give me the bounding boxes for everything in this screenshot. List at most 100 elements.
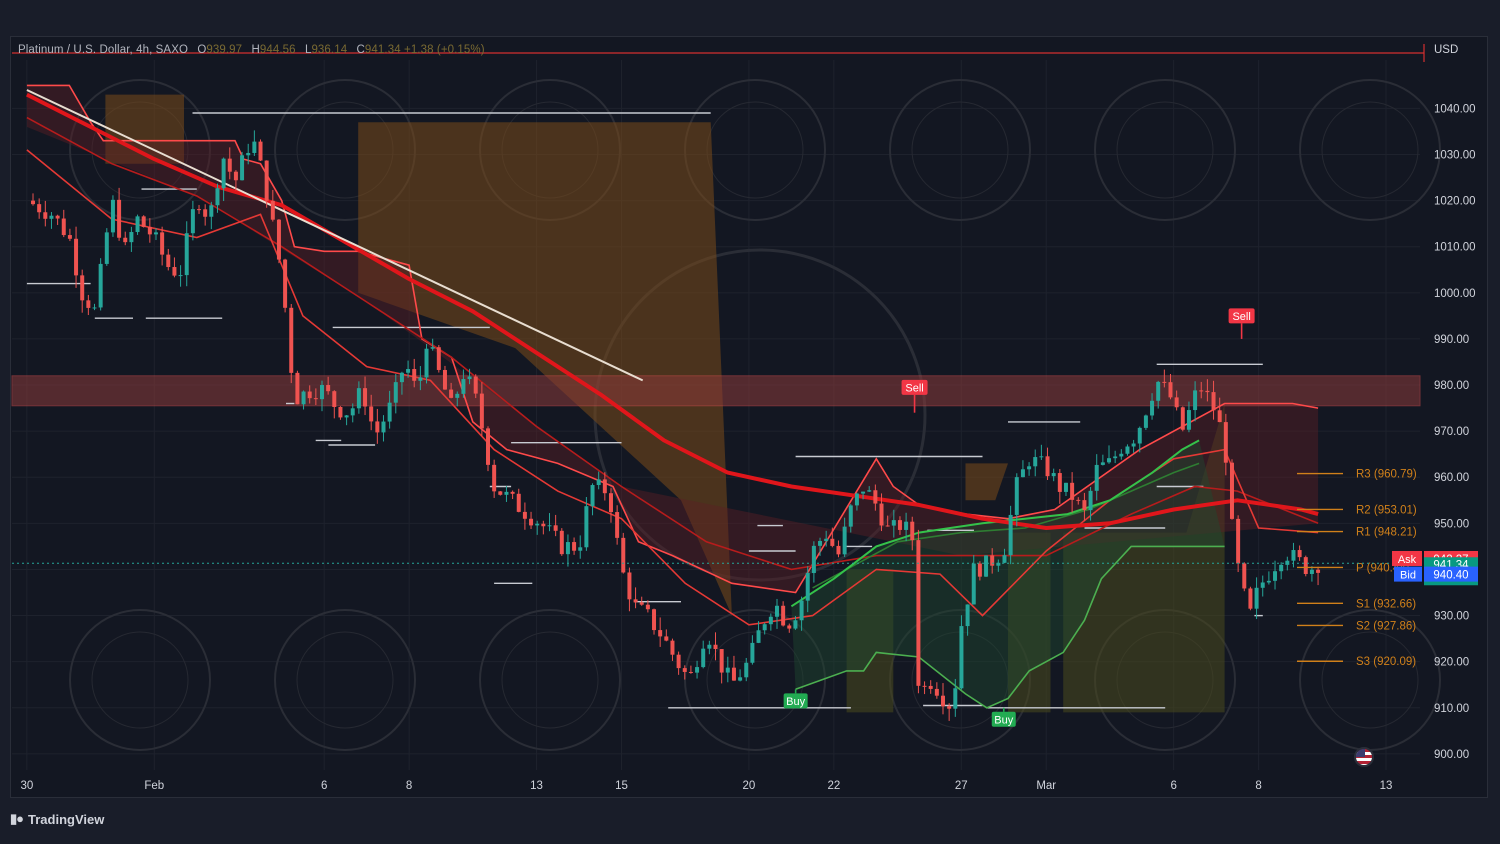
tradingview-logo[interactable]: ▮● TradingView bbox=[10, 811, 104, 827]
candle-body bbox=[375, 421, 380, 433]
candle-body bbox=[1303, 557, 1308, 574]
candle-body bbox=[190, 209, 195, 234]
sell-signal-badge[interactable] bbox=[901, 379, 928, 395]
sell-signal-badge[interactable] bbox=[1228, 308, 1255, 324]
candle-body bbox=[1291, 550, 1296, 561]
candle-body bbox=[49, 215, 54, 219]
watermark-circle bbox=[479, 609, 621, 751]
candle-body bbox=[74, 238, 79, 276]
pivot-label: R1 (948.21) bbox=[1356, 527, 1417, 539]
candle-body bbox=[639, 602, 644, 605]
candle-body bbox=[572, 542, 577, 551]
pivot-label: S1 (932.66) bbox=[1356, 598, 1416, 610]
candle-body bbox=[1217, 410, 1222, 423]
y-tick-label: 930.00 bbox=[1434, 611, 1469, 623]
candle-body bbox=[707, 644, 712, 649]
candle-body bbox=[117, 199, 122, 238]
candle-body bbox=[977, 563, 982, 577]
y-tick-label: 1000.00 bbox=[1434, 288, 1476, 300]
candle-body bbox=[1039, 456, 1044, 458]
candle-body bbox=[1211, 392, 1216, 411]
buy-signal-badge[interactable] bbox=[783, 693, 808, 709]
watermark-circle bbox=[69, 79, 211, 221]
y-tick-label: 1020.00 bbox=[1434, 196, 1476, 208]
signals-layer[interactable]: Sell Sell Buy Buy bbox=[783, 308, 1255, 727]
candle-body bbox=[873, 490, 878, 504]
candle-body bbox=[1137, 427, 1142, 444]
close-value: 941.34 bbox=[364, 44, 401, 56]
candle-body bbox=[61, 218, 66, 236]
watermark-circle bbox=[706, 101, 804, 199]
candle-body bbox=[1076, 499, 1081, 501]
signal-label: Sell bbox=[905, 382, 923, 394]
signal-label: Sell bbox=[1232, 311, 1250, 323]
candle-body bbox=[608, 493, 613, 513]
candle-body bbox=[393, 382, 398, 403]
candle-body bbox=[1223, 422, 1228, 463]
buy-signal-badge[interactable] bbox=[991, 711, 1016, 727]
candle-body bbox=[31, 200, 36, 205]
candle-body bbox=[645, 604, 650, 610]
candles-layer bbox=[31, 130, 1321, 721]
candle-body bbox=[990, 555, 995, 566]
candle-body bbox=[1186, 410, 1191, 430]
candle-body bbox=[301, 391, 306, 405]
candle-body bbox=[941, 695, 945, 707]
candle-body bbox=[479, 393, 484, 429]
green-ma-slow-line bbox=[812, 462, 1200, 589]
candle-body bbox=[830, 538, 835, 546]
candle-body bbox=[258, 141, 263, 161]
candle-body bbox=[818, 540, 823, 546]
watermark-circle bbox=[501, 631, 599, 729]
x-tick-label: 15 bbox=[615, 780, 628, 792]
pivot-label: S3 (920.09) bbox=[1356, 656, 1416, 668]
y-tick-label: 1010.00 bbox=[1434, 242, 1476, 254]
candle-body bbox=[240, 155, 245, 181]
candle-body bbox=[1236, 518, 1241, 564]
candle-body bbox=[762, 624, 767, 631]
watermark-circle bbox=[911, 101, 1009, 199]
ema-slow-line bbox=[26, 116, 1319, 571]
y-tick-label: 910.00 bbox=[1434, 703, 1469, 715]
candle-body bbox=[854, 493, 859, 506]
candle-body bbox=[326, 385, 331, 392]
candle-body bbox=[897, 520, 902, 530]
candle-body bbox=[1088, 490, 1093, 511]
candle-body bbox=[774, 605, 779, 617]
candle-body bbox=[92, 307, 97, 309]
x-tick-label: 13 bbox=[530, 780, 543, 792]
symbol-legend[interactable]: Platinum / U.S. Dollar, 4h, SAXO O939.97… bbox=[18, 44, 485, 56]
y-tick-label: 950.00 bbox=[1434, 518, 1469, 530]
candle-body bbox=[1002, 555, 1007, 563]
candle-body bbox=[37, 204, 42, 213]
x-tick-label: 20 bbox=[743, 780, 756, 792]
currency-label[interactable]: USD bbox=[1434, 44, 1459, 56]
x-tick-label: 6 bbox=[1170, 780, 1176, 792]
candle-body bbox=[98, 263, 103, 308]
x-tick-label: 8 bbox=[1255, 780, 1261, 792]
candle-body bbox=[104, 232, 109, 264]
candle-body bbox=[1242, 563, 1247, 589]
candle-body bbox=[1260, 582, 1265, 588]
candle-body bbox=[473, 376, 478, 394]
candle-body bbox=[1070, 482, 1075, 500]
candle-body bbox=[184, 233, 189, 276]
candle-body bbox=[1027, 466, 1032, 470]
change-value: +1.38 (+0.15%) bbox=[404, 44, 485, 56]
y-tick-label: 990.00 bbox=[1434, 334, 1469, 346]
candle-body bbox=[332, 391, 337, 408]
x-tick-label: 13 bbox=[1380, 780, 1393, 792]
candle-body bbox=[1131, 443, 1136, 447]
x-tick-label: 22 bbox=[827, 780, 840, 792]
candle-body bbox=[584, 506, 589, 548]
candle-body bbox=[344, 415, 349, 418]
candle-body bbox=[276, 219, 281, 260]
candle-body bbox=[1125, 446, 1130, 454]
candle-body bbox=[529, 518, 534, 526]
supply-zone bbox=[358, 122, 732, 616]
watermark-circle bbox=[1094, 79, 1236, 221]
candle-body bbox=[178, 275, 183, 277]
candle-body bbox=[811, 545, 816, 574]
watermark-circle bbox=[684, 609, 826, 751]
